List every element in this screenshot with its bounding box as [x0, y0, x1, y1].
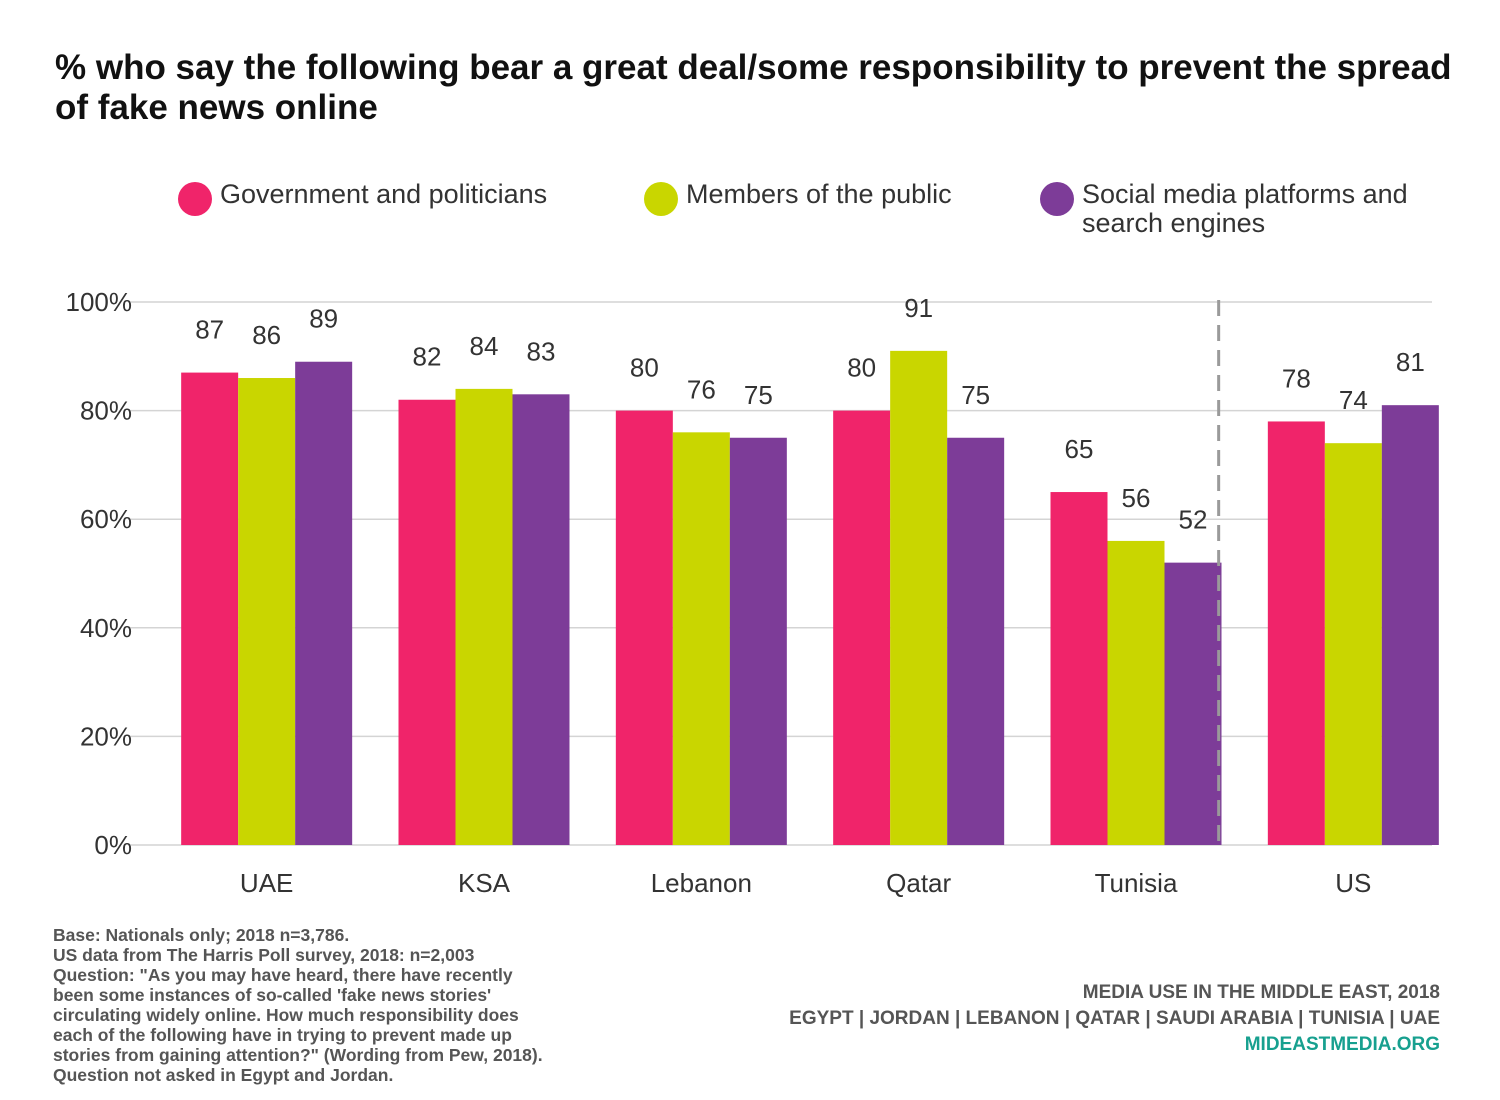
bar [1381, 405, 1439, 845]
bar [398, 399, 456, 845]
source-line-1: MEDIA USE IN THE MIDDLE EAST, 2018 [1082, 982, 1440, 1003]
data-label: 78 [1282, 363, 1311, 393]
source-block: MEDIA USE IN THE MIDDLE EAST, 2018 EGYPT… [789, 980, 1440, 1058]
x-tick-label: Tunisia [1095, 868, 1178, 898]
data-label: 81 [1396, 347, 1425, 377]
x-tick-label: Qatar [886, 868, 951, 898]
footnote-line: Question: "As you may have heard, there … [53, 965, 513, 985]
bar-chart: 0% 20% 40% 60% 80% 100% 87 86 89 UAE 82 84 83 KSA 80 76… [66, 287, 1439, 898]
footnote-line: US data from The Harris Poll survey, 201… [53, 945, 475, 965]
legend-item-government: Government and politicians [178, 180, 547, 216]
bar [615, 410, 673, 845]
bar [238, 378, 296, 845]
data-label: 75 [744, 380, 773, 410]
legend-label-social-media: Social media platforms and search engine… [1082, 179, 1408, 238]
data-label: 87 [195, 315, 224, 345]
bar [833, 410, 891, 845]
x-tick-label: UAE [240, 868, 293, 898]
footnote-line: Base: Nationals only; 2018 n=3,786. [53, 925, 350, 945]
bar [1164, 562, 1222, 845]
data-label: 75 [961, 380, 990, 410]
data-label: 82 [413, 342, 442, 372]
data-label: 83 [527, 336, 556, 366]
bar [1324, 443, 1382, 845]
bar [455, 388, 513, 845]
legend-item-public: Members of the public [644, 180, 952, 216]
bar [729, 437, 787, 845]
legend-swatch-government [178, 182, 212, 216]
y-tick-label: 80% [80, 396, 132, 426]
legend-item-social-media: Social media platforms and search engine… [1040, 180, 1412, 238]
data-label: 80 [630, 353, 659, 383]
bar [295, 361, 353, 845]
footnote-line: Question not asked in Egypt and Jordan. [53, 1065, 394, 1085]
legend-label-public: Members of the public [686, 179, 952, 209]
bar [890, 350, 948, 845]
data-label: 80 [847, 353, 876, 383]
bar [1267, 421, 1325, 845]
footnote-line: been some instances of so-called 'fake n… [53, 985, 492, 1005]
source-line-2: EGYPT | JORDAN | LEBANON | QATAR | SAUDI… [789, 1008, 1440, 1029]
bar [512, 394, 570, 845]
footnotes: Base: Nationals only; 2018 n=3,786. US d… [53, 925, 653, 1085]
bar [672, 432, 730, 845]
data-label: 84 [470, 331, 499, 361]
x-tick-label: KSA [458, 868, 511, 898]
legend-swatch-public [644, 182, 678, 216]
footnote-line: stories from gaining attention?" (Wordin… [53, 1045, 543, 1065]
bar [181, 372, 239, 845]
y-tick-label: 60% [80, 504, 132, 534]
y-tick-label: 0% [94, 830, 132, 860]
source-website: MIDEASTMEDIA.ORG [1244, 1034, 1440, 1055]
y-tick-label: 20% [80, 721, 132, 751]
chart-title: % who say the following bear a great dea… [55, 48, 1452, 127]
y-tick-label: 40% [80, 613, 132, 643]
bar [947, 437, 1005, 845]
data-label: 89 [309, 304, 338, 334]
bar [1107, 540, 1165, 845]
data-label: 65 [1065, 434, 1094, 464]
legend-label-government: Government and politicians [220, 179, 548, 209]
footnote-line: each of the following have in trying to … [53, 1025, 512, 1045]
data-label: 86 [252, 320, 281, 350]
y-tick-label: 100% [66, 287, 133, 317]
x-tick-label: US [1335, 868, 1371, 898]
bar [1050, 492, 1108, 845]
data-label: 74 [1339, 385, 1368, 415]
data-label: 91 [904, 293, 933, 323]
x-tick-label: Lebanon [651, 868, 752, 898]
data-label: 76 [687, 374, 716, 404]
footnote-line: circulating widely online. How much resp… [53, 1005, 519, 1025]
data-label: 52 [1179, 505, 1208, 535]
data-label: 56 [1122, 483, 1151, 513]
legend-swatch-social-media [1040, 182, 1074, 216]
